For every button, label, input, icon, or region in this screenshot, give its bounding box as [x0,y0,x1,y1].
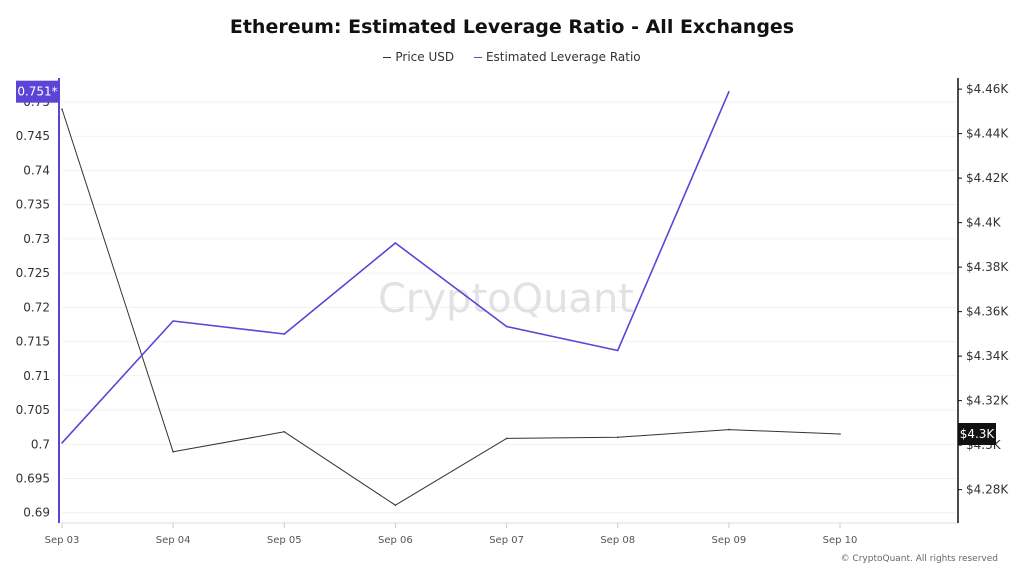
data-point-leverage [61,442,63,444]
left-last-value-label: 0.751* [17,85,57,99]
data-point-price [839,433,841,435]
data-point-leverage [728,90,730,93]
left-axis-tick-label: 0.725 [16,266,50,280]
right-axis-tick-label: $4.44K [966,127,1009,141]
right-axis-tick-label: $4.36K [966,305,1009,319]
data-point-price [616,436,619,439]
left-axis-tick-label: 0.7 [31,437,50,451]
x-axis-tick-label: Sep 04 [156,535,191,546]
data-point-leverage [172,320,174,322]
x-axis-tick-label: Sep 05 [267,535,302,546]
right-axis-tick-label: $4.32K [966,394,1009,408]
data-point-price [172,451,174,453]
x-axis-tick-label: Sep 10 [823,535,858,546]
chart-legend: Price USD Estimated Leverage Ratio [0,50,1024,64]
right-axis-tick-label: $4.42K [966,171,1009,185]
legend-swatch-price [383,57,392,58]
x-axis-tick-label: Sep 09 [711,535,746,546]
data-point-price [283,430,286,433]
data-point-leverage [394,242,397,244]
data-point-price [728,428,730,431]
right-axis-tick-label: $4.46K [966,82,1009,96]
x-axis-tick-label: Sep 03 [45,535,80,546]
series-line-price [61,108,841,506]
left-axis-tick-label: 0.72 [23,300,50,314]
legend-label-leverage: Estimated Leverage Ratio [485,50,641,64]
left-axis-tick-label: 0.71 [23,369,50,383]
x-axis-tick-label: Sep 06 [378,535,413,546]
right-axis-tick-label: $4.4K [966,216,1002,230]
left-axis-tick-label: 0.69 [23,506,50,520]
data-point-price [505,437,508,440]
series-line-leverage [61,91,730,444]
data-point-leverage [283,333,286,335]
data-point-leverage [616,349,619,352]
left-axis-tick-label: 0.745 [16,129,50,143]
data-point-price [394,504,397,507]
right-axis-tick-label: $4.38K [966,260,1009,274]
legend-item-price[interactable]: Price USD [383,50,454,64]
left-last-value-badge [16,80,59,103]
left-axis-tick-label: 0.73 [23,232,50,246]
chart-title: Ethereum: Estimated Leverage Ratio - All… [229,16,795,38]
right-axis-tick-label: $4.28K [966,483,1009,497]
right-last-value-badge [958,423,996,445]
left-axis-tick-label: 0.74 [23,163,50,177]
legend-swatch-leverage [473,57,482,58]
left-axis-tick-label: 0.715 [16,335,50,349]
data-point-leverage [505,325,508,328]
x-axis-tick-label: Sep 07 [489,535,524,546]
x-axis-tick-label: Sep 08 [600,535,635,546]
right-last-value-label: $4.3K [960,427,996,441]
legend-item-leverage[interactable]: Estimated Leverage Ratio [473,50,641,64]
copyright-text: © CryptoQuant. All rights reserved [840,554,998,564]
left-axis-tick-label: 0.735 [16,198,50,212]
watermark: CryptoQuant [378,276,634,322]
legend-label-price: Price USD [395,50,455,64]
right-axis-tick-label: $4.34K [966,349,1009,363]
left-axis-tick-label: 0.695 [16,472,50,486]
left-axis-tick-label: 0.705 [16,403,50,417]
data-point-price [61,108,63,110]
